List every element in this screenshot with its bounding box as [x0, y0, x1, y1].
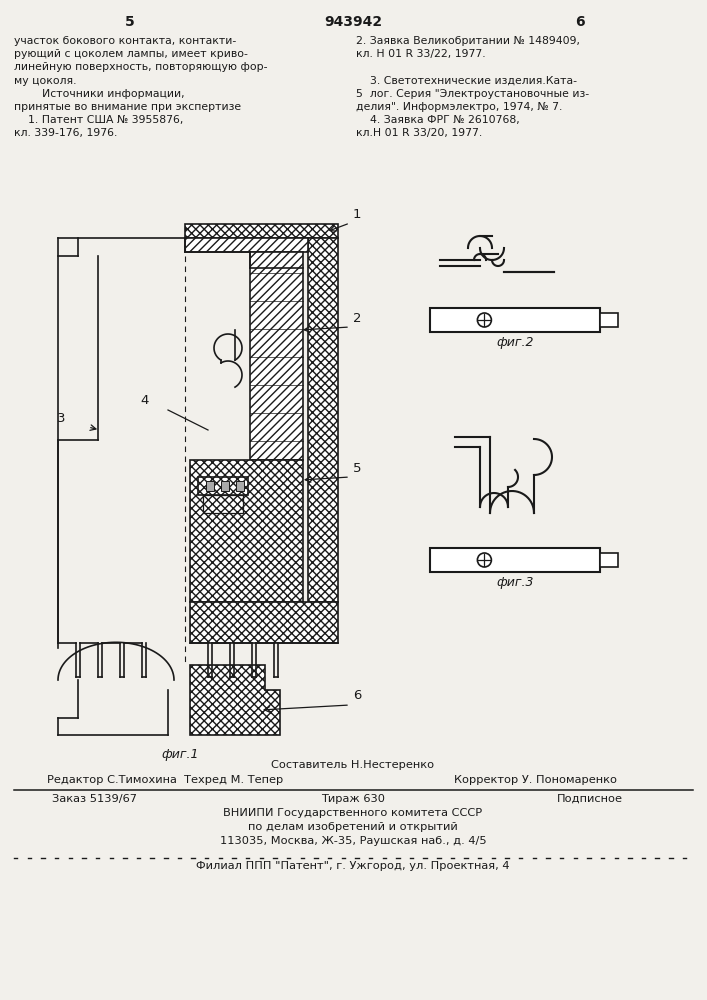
Circle shape — [477, 313, 491, 327]
Text: му цоколя.: му цоколя. — [14, 76, 76, 86]
Text: рующий с цоколем лампы, имеет криво-: рующий с цоколем лампы, имеет криво- — [14, 49, 248, 59]
Text: 2. Заявка Великобритании № 1489409,: 2. Заявка Великобритании № 1489409, — [356, 36, 580, 46]
Text: 6: 6 — [353, 689, 361, 702]
Bar — [236, 481, 244, 491]
Text: делия". Информэлектро, 1974, № 7.: делия". Информэлектро, 1974, № 7. — [356, 102, 562, 112]
Text: Источники информации,: Источники информации, — [14, 89, 185, 99]
Text: Филиал ППП "Патент", г. Ужгород, ул. Проектная, 4: Филиал ППП "Патент", г. Ужгород, ул. Про… — [197, 861, 510, 871]
Text: 5: 5 — [353, 462, 361, 475]
Polygon shape — [203, 495, 243, 513]
Text: Редактор С.Тимохина  Техред М. Тепер: Редактор С.Тимохина Техред М. Тепер — [47, 775, 283, 785]
Polygon shape — [185, 224, 338, 238]
Text: Заказ 5139/67: Заказ 5139/67 — [52, 794, 137, 804]
Text: 3: 3 — [57, 412, 65, 425]
Text: участок бокового контакта, контакти-: участок бокового контакта, контакти- — [14, 36, 236, 46]
Polygon shape — [190, 602, 338, 643]
Text: линейную поверхность, повторяющую фор-: линейную поверхность, повторяющую фор- — [14, 62, 267, 72]
Text: 1. Патент США № 3955876,: 1. Патент США № 3955876, — [14, 115, 183, 125]
Text: Составитель Н.Нестеренко: Составитель Н.Нестеренко — [271, 760, 435, 770]
Text: ВНИИПИ Государственного комитета СССР: ВНИИПИ Государственного комитета СССР — [223, 808, 483, 818]
Text: принятые во внимание при экспертизе: принятые во внимание при экспертизе — [14, 102, 241, 112]
Polygon shape — [308, 238, 338, 602]
Text: фиг.2: фиг.2 — [496, 336, 534, 349]
Bar — [430, 308, 600, 332]
Text: 5: 5 — [125, 15, 135, 29]
Circle shape — [477, 553, 491, 567]
Polygon shape — [185, 238, 308, 252]
Text: 5  лог. Серия "Электроустановочные из-: 5 лог. Серия "Электроустановочные из- — [356, 89, 589, 99]
Text: 1: 1 — [353, 208, 361, 221]
Polygon shape — [190, 460, 303, 602]
Polygon shape — [190, 665, 280, 735]
Text: 943942: 943942 — [324, 15, 382, 29]
Text: фиг.3: фиг.3 — [496, 576, 534, 589]
Text: кл. Н 01 R 33/22, 1977.: кл. Н 01 R 33/22, 1977. — [356, 49, 486, 59]
Text: 4: 4 — [141, 394, 149, 407]
Text: Тираж 630: Тираж 630 — [321, 794, 385, 804]
Text: фиг.1: фиг.1 — [161, 748, 199, 761]
Text: кл.Н 01 R 33/20, 1977.: кл.Н 01 R 33/20, 1977. — [356, 128, 482, 138]
Polygon shape — [198, 477, 248, 495]
Text: Подписное: Подписное — [557, 794, 623, 804]
Text: по делам изобретений и открытий: по делам изобретений и открытий — [248, 822, 458, 832]
Bar — [221, 481, 229, 491]
Text: Корректор У. Пономаренко: Корректор У. Пономаренко — [453, 775, 617, 785]
Bar — [600, 313, 618, 327]
Text: 113035, Москва, Ж-35, Раушская наб., д. 4/5: 113035, Москва, Ж-35, Раушская наб., д. … — [220, 836, 486, 846]
Bar — [600, 553, 618, 567]
Text: кл. 339-176, 1976.: кл. 339-176, 1976. — [14, 128, 117, 138]
Bar — [430, 548, 600, 572]
Text: 4. Заявка ФРГ № 2610768,: 4. Заявка ФРГ № 2610768, — [356, 115, 520, 125]
Text: 2: 2 — [353, 312, 361, 325]
Bar — [206, 481, 214, 491]
Text: 6: 6 — [575, 15, 585, 29]
Text: 3. Светотехнические изделия.Ката-: 3. Светотехнические изделия.Ката- — [356, 76, 577, 86]
Polygon shape — [250, 252, 303, 460]
